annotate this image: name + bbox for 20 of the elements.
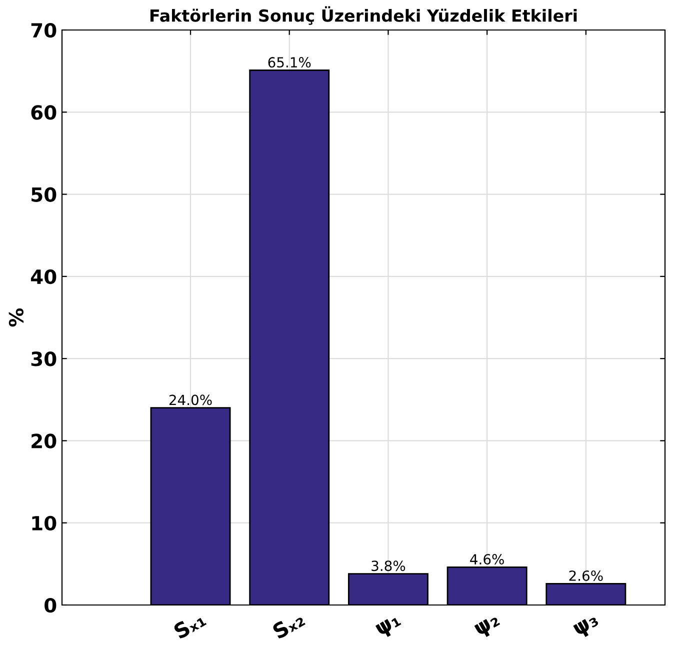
y-axis-title: % xyxy=(8,308,24,327)
data-label: 2.6% xyxy=(569,570,603,581)
y-tick-label: 70 xyxy=(31,22,56,38)
chart-title: Faktörlerin Sonuç Üzerindeki Yüzdelik Etkileri xyxy=(150,6,577,25)
y-tick-label: 30 xyxy=(31,352,56,366)
x-tick-label: Sₓ₂ xyxy=(272,610,306,640)
data-label: 24.0% xyxy=(169,394,212,406)
data-label: 4.6% xyxy=(470,554,504,565)
y-tick-label: 0 xyxy=(44,598,56,613)
x-tick-label: ψ₃ xyxy=(573,614,602,640)
y-tick-label: 10 xyxy=(32,516,56,531)
y-tick-label: 40 xyxy=(30,269,56,284)
y-tick-label: 60 xyxy=(31,105,56,120)
data-label: 65.1% xyxy=(268,57,311,68)
y-tick-label: 20 xyxy=(32,434,56,448)
y-tick-label: 50 xyxy=(32,187,56,202)
x-tick-label: Sₓ₁ xyxy=(172,610,207,640)
x-tick-label: ψ₁ xyxy=(375,614,404,640)
data-label: 3.8% xyxy=(372,560,406,572)
x-tick-label: ψ₂ xyxy=(474,614,502,640)
